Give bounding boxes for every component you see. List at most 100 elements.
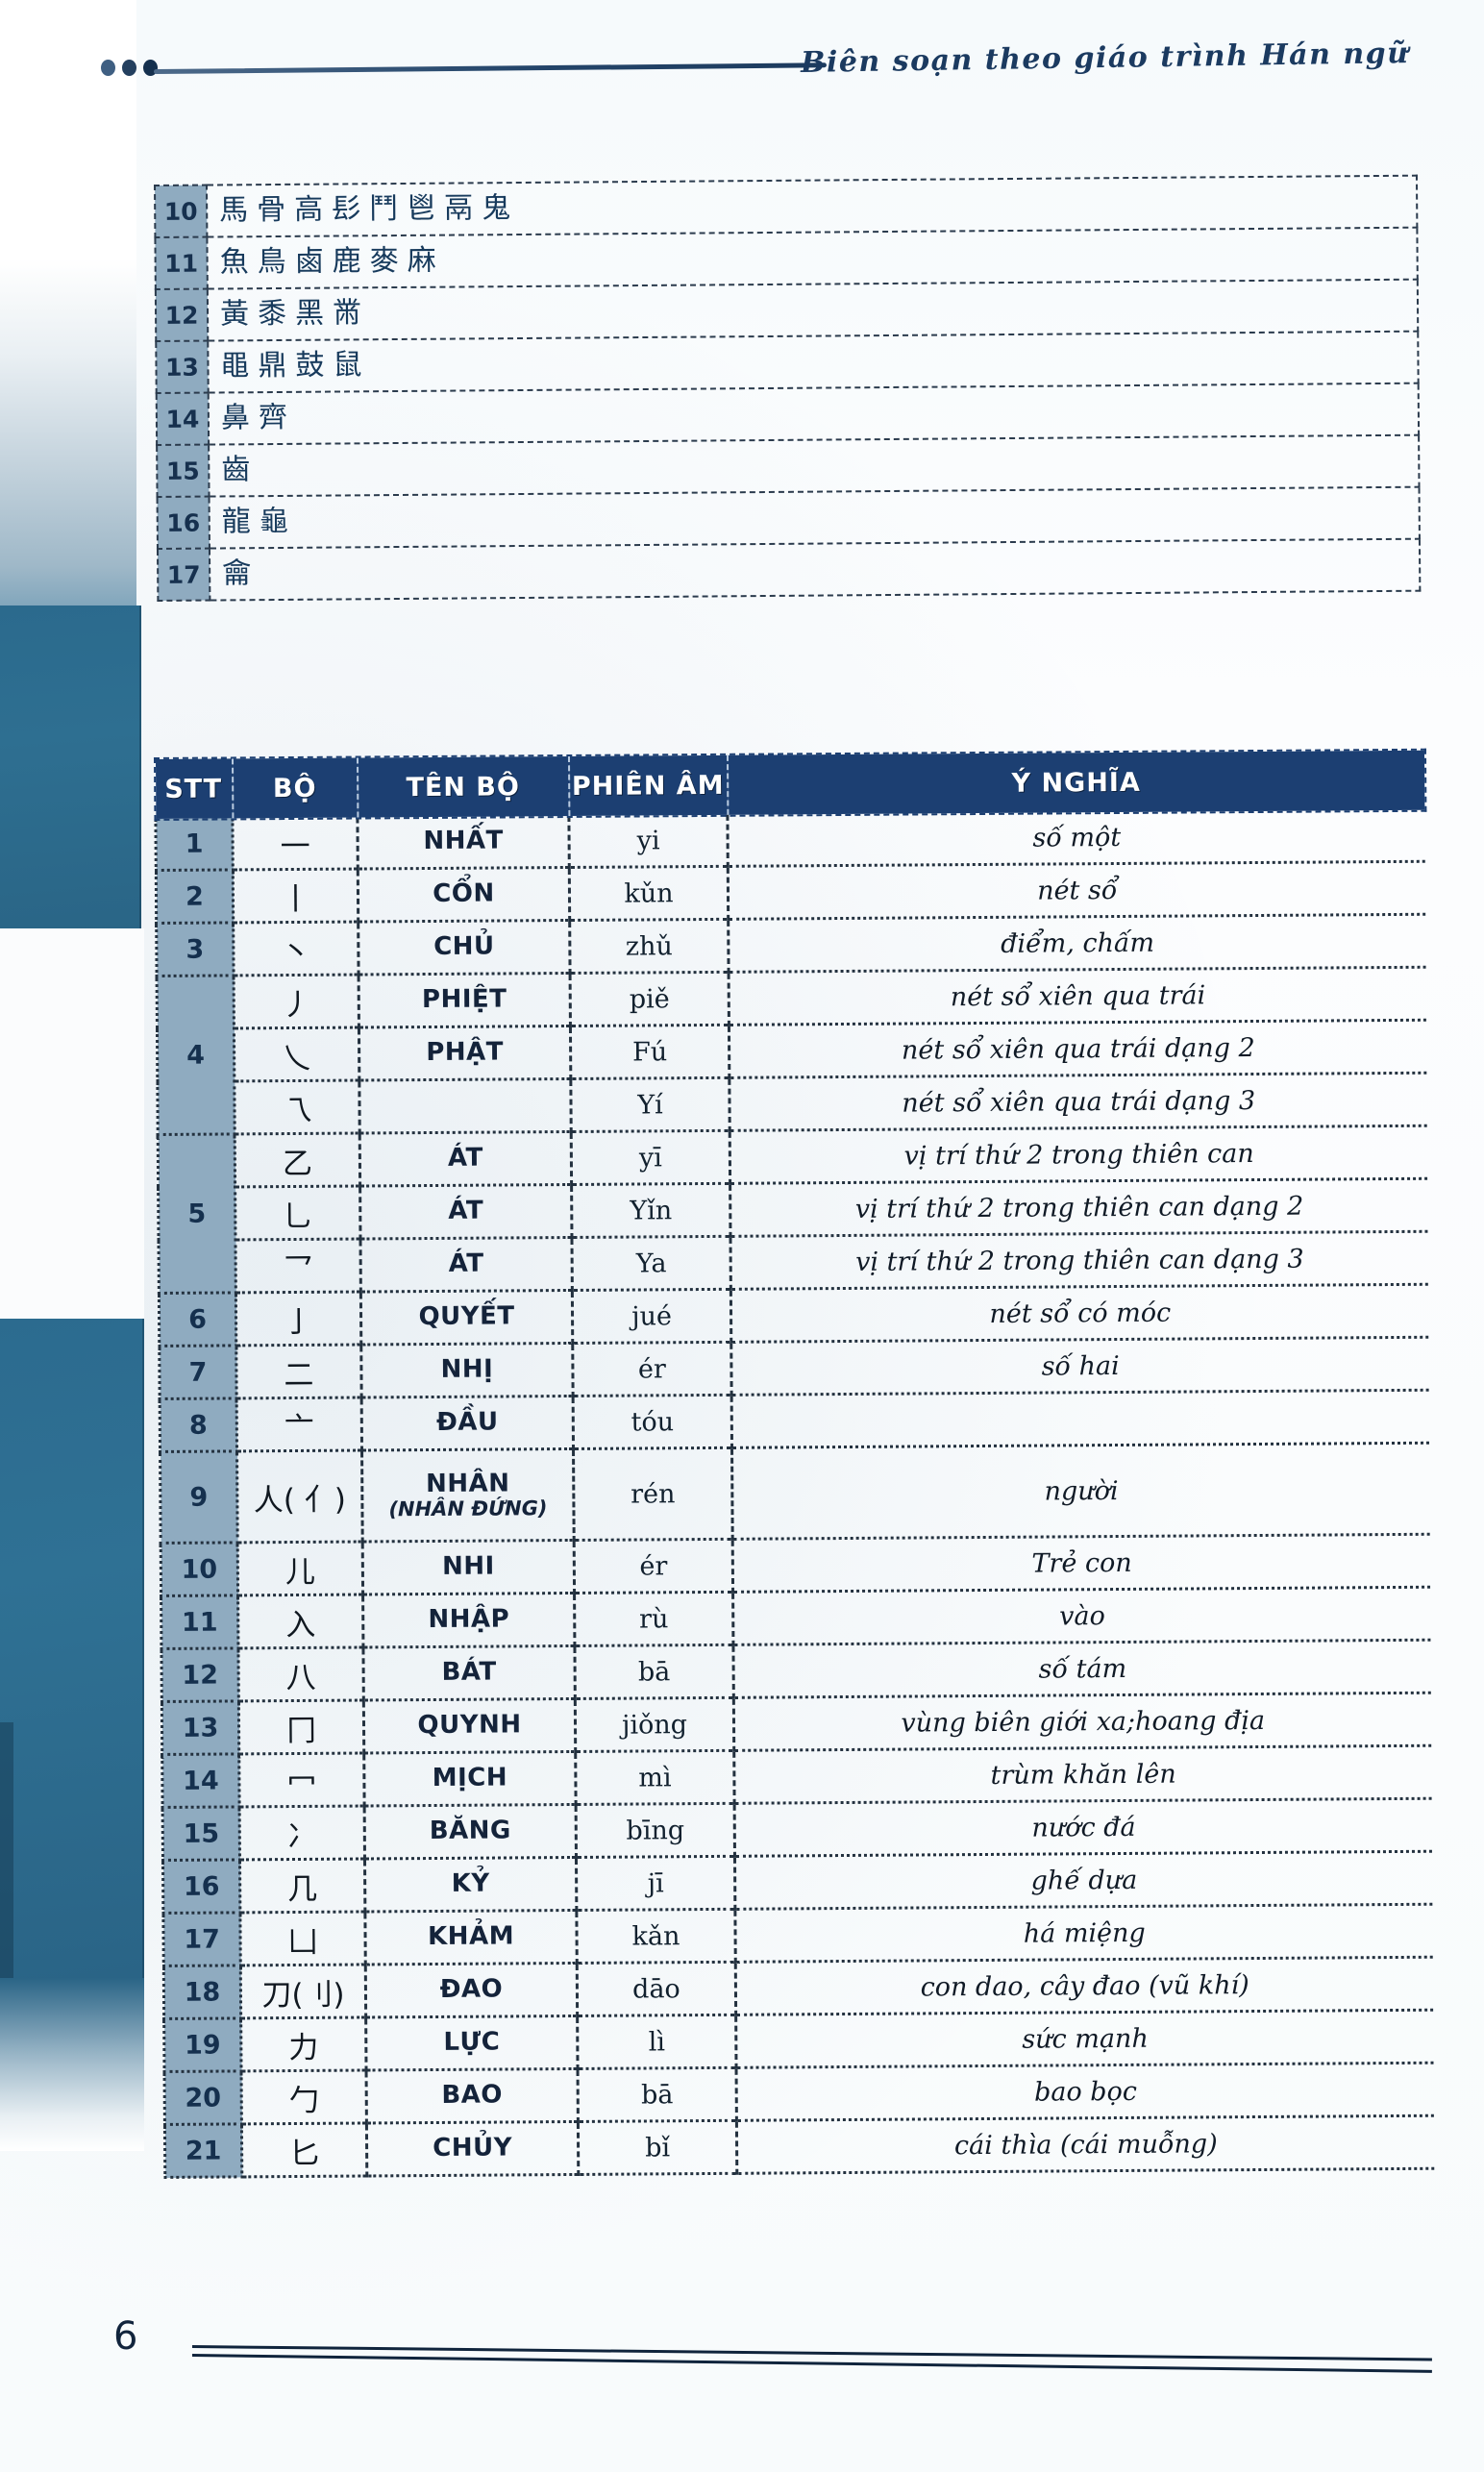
table-row: 11 入 NHẬP rù vào bbox=[161, 1587, 1430, 1649]
column-header-am: PHIÊN ÂM bbox=[568, 754, 728, 816]
cell-meaning: ghế dựa bbox=[734, 1851, 1432, 1910]
cell-pinyin: kǎn bbox=[576, 1909, 736, 1964]
cell-radical: 凵 bbox=[239, 1911, 366, 1965]
cell-name bbox=[359, 1078, 572, 1134]
table-row: 8 亠 ĐẦU tóu bbox=[160, 1390, 1429, 1452]
cell-radical: 乀 bbox=[234, 1027, 359, 1081]
table-row: 6 亅 QUYẾT jué nét sổ có móc bbox=[159, 1284, 1428, 1347]
cell-stt: 18 bbox=[163, 1965, 241, 2019]
cell-pinyin: yi bbox=[568, 814, 729, 868]
cell-stt: 16 bbox=[162, 1859, 240, 1914]
cell-name: ÁT bbox=[359, 1184, 572, 1240]
practice-row-number: 16 bbox=[157, 496, 210, 549]
cell-meaning: số hai bbox=[730, 1337, 1429, 1396]
cell-meaning: con dao, cây đao (vũ khí) bbox=[735, 1957, 1433, 2015]
running-head-rule bbox=[153, 62, 827, 74]
cell-meaning: vào bbox=[732, 1587, 1430, 1645]
dot-icon-2 bbox=[122, 60, 136, 76]
practice-row-number: 11 bbox=[155, 236, 208, 289]
table-row: 17 凵 KHẢM kǎn há miệng bbox=[162, 1904, 1433, 1966]
cell-meaning: vị trí thứ 2 trong thiên can dạng 2 bbox=[730, 1178, 1427, 1237]
cell-name: QUYNH bbox=[363, 1698, 576, 1753]
cell-meaning: nước đá bbox=[734, 1798, 1432, 1857]
cell-name: NHẤT bbox=[357, 815, 570, 870]
cell-name: KHẢM bbox=[364, 1910, 578, 1965]
running-head-title: Biên soạn theo giáo trình Hán ngữ bbox=[800, 37, 1410, 80]
cell-pinyin: rén bbox=[573, 1447, 733, 1541]
cell-name: CHỦ bbox=[358, 920, 571, 976]
table-row: 19 力 LỰC lì sức mạnh bbox=[163, 2010, 1434, 2072]
cell-stt: 10 bbox=[161, 1542, 238, 1596]
cell-name: ÁT bbox=[359, 1131, 572, 1187]
cell-pinyin: rù bbox=[574, 1592, 733, 1646]
radicals-table: STT BỘ TÊN BỘ PHIÊN ÂM Ý NGHĨA 1 一 NHẤT … bbox=[153, 748, 1434, 2179]
spine-gradient-top bbox=[0, 0, 136, 615]
cell-name: NHỊ bbox=[360, 1343, 574, 1398]
cell-pinyin: ér bbox=[572, 1342, 732, 1397]
cell-pinyin: Yí bbox=[570, 1077, 730, 1132]
cell-radical: 入 bbox=[237, 1594, 363, 1648]
practice-row-number: 10 bbox=[155, 185, 208, 237]
table-row: 乁 Yí nét sổ xiên qua trái dạng 3 bbox=[158, 1073, 1427, 1134]
cell-pinyin: bā bbox=[574, 1644, 734, 1699]
cell-radical: 力 bbox=[240, 2016, 367, 2071]
cell-stt: 1 bbox=[155, 818, 234, 871]
cell-radical: 冖 bbox=[238, 1752, 365, 1807]
cell-meaning: nét sổ có móc bbox=[730, 1284, 1428, 1343]
cell-radical: 儿 bbox=[237, 1542, 363, 1595]
cell-stt: 11 bbox=[161, 1594, 238, 1649]
cell-radical: 匕 bbox=[241, 2122, 367, 2177]
column-header-ten: TÊN BỘ bbox=[357, 755, 569, 818]
cell-stt: 19 bbox=[163, 2017, 242, 2072]
table-row: 乚 ÁT Yǐn vị trí thứ 2 trong thiên can dạ… bbox=[159, 1178, 1427, 1240]
page-number: 6 bbox=[113, 2314, 138, 2359]
cell-radical: 丨 bbox=[233, 869, 359, 923]
cell-stt: 15 bbox=[162, 1806, 240, 1861]
cell-pinyin: bā bbox=[578, 2067, 737, 2122]
cell-radical: 丶 bbox=[233, 922, 359, 976]
cell-radical: 冂 bbox=[238, 1699, 364, 1754]
cell-meaning: điểm, chấm bbox=[728, 914, 1426, 973]
running-head-dots bbox=[101, 60, 158, 76]
cell-meaning: sức mạnh bbox=[735, 2010, 1434, 2068]
cell-stt: 12 bbox=[161, 1647, 239, 1702]
table-header-row: STT BỘ TÊN BỘ PHIÊN ÂM Ý NGHĨA bbox=[153, 748, 1426, 822]
cell-stt: 5 bbox=[158, 1133, 236, 1294]
table-row: 2 丨 CỔN kǔn nét sổ bbox=[156, 861, 1425, 924]
cell-meaning: người bbox=[731, 1443, 1430, 1540]
cell-meaning: số tám bbox=[732, 1640, 1431, 1698]
spine-block-upper bbox=[0, 606, 141, 932]
table-row: 14 冖 MỊCH mì trùm khăn lên bbox=[161, 1745, 1432, 1808]
dot-icon-1 bbox=[101, 60, 115, 76]
table-row: 乀 PHẬT Fú nét sổ xiên qua trái dạng 2 bbox=[157, 1020, 1426, 1081]
cell-meaning: vị trí thứ 2 trong thiên can bbox=[730, 1125, 1427, 1184]
practice-row-glyphs: 齒 bbox=[209, 434, 1420, 497]
cell-meaning: nét sổ xiên qua trái bbox=[729, 967, 1426, 1026]
table-row: 18 刀(刂) ĐAO dāo con dao, cây đao (vũ khí… bbox=[163, 1957, 1433, 2019]
cell-name: CHỦY bbox=[366, 2121, 579, 2176]
cell-pinyin: ér bbox=[574, 1539, 733, 1594]
table-row: 3 丶 CHỦ zhǔ điểm, chấm bbox=[156, 914, 1426, 976]
cell-pinyin: bǐ bbox=[578, 2120, 737, 2175]
practice-table: 10 馬骨高髟鬥鬯鬲鬼 11 魚鳥鹵鹿麥麻 12 黃黍黑黹 13 黽鼎鼓鼠 14… bbox=[154, 175, 1421, 602]
cell-radical: 丿 bbox=[234, 975, 359, 1028]
cell-stt: 6 bbox=[159, 1292, 236, 1347]
cell-name: BÁT bbox=[362, 1645, 576, 1700]
table-row: 16 几 KỶ jī ghế dựa bbox=[162, 1851, 1432, 1914]
cell-name: PHẬT bbox=[359, 1026, 571, 1081]
cell-name: ĐẦU bbox=[361, 1396, 574, 1451]
decorative-spine bbox=[0, 0, 154, 2472]
cell-pinyin: tóu bbox=[573, 1395, 732, 1449]
cell-radical: 乙 bbox=[235, 1133, 360, 1187]
cell-radical: 二 bbox=[235, 1345, 362, 1398]
cell-name: LỰC bbox=[365, 2015, 579, 2070]
cell-pinyin: Ya bbox=[571, 1236, 731, 1291]
cell-meaning: vị trí thứ 2 trong thiên can dạng 3 bbox=[730, 1231, 1428, 1290]
cell-pinyin: zhǔ bbox=[569, 919, 730, 974]
cell-meaning: nét sổ bbox=[728, 861, 1425, 920]
table-row: 20 勹 BAO bā bao bọc bbox=[164, 2063, 1434, 2125]
cell-name: ÁT bbox=[359, 1237, 573, 1293]
table-row: 17 龠 bbox=[157, 538, 1421, 601]
practice-row-number: 14 bbox=[156, 392, 210, 445]
cell-radical: 人( 亻) bbox=[236, 1450, 363, 1543]
